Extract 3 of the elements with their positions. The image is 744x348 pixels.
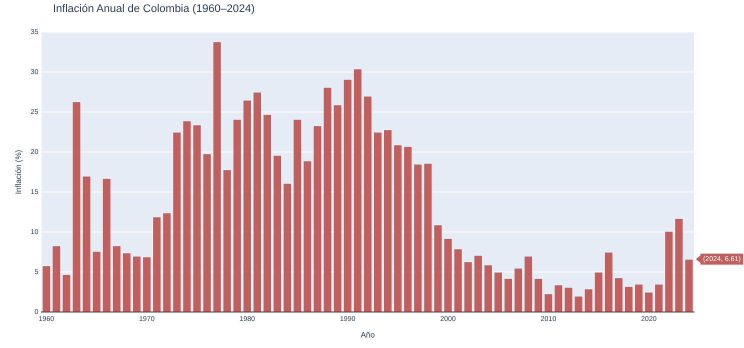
chart-title: Inflación Anual de Colombia (1960–2024) (53, 3, 255, 15)
y-axis-title: Inflación (%) (14, 149, 24, 194)
x-axis-title: Año (360, 330, 376, 340)
